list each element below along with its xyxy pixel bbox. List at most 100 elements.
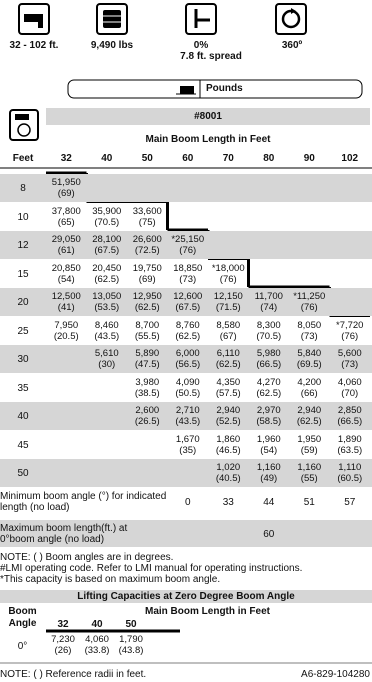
boom-angle: (63.5) <box>337 444 363 456</box>
boom-angle: (38.5) <box>134 387 160 399</box>
capacity: 1,890 <box>337 433 362 445</box>
boom-angle: (76) <box>300 302 318 313</box>
capacity-cell: 8,300 (70.5) <box>249 320 290 342</box>
crane-rotation-icon <box>9 109 39 141</box>
note: NOTE: ( ) Boom angles are in degrees. <box>0 552 174 563</box>
capacity-cell: 8,760 (62.5) <box>168 320 209 342</box>
radius-label: 30 <box>17 354 29 365</box>
boom-angle: (66.5) <box>256 359 282 370</box>
capacity: 4,200 <box>297 376 322 388</box>
column-header: 32 <box>60 153 72 164</box>
capacity-cell: 12,150 (71.5) <box>208 291 249 313</box>
capacity: *25,150 <box>171 234 205 245</box>
boom-angle: (72.5) <box>134 245 160 256</box>
zero-capacity-cell: 1,790 (43.8) <box>114 634 148 656</box>
boom-angle: (67) <box>219 330 237 342</box>
capacity: 4,060 <box>337 376 362 388</box>
capacity: 6,000 <box>175 348 200 359</box>
boom-angle: (73) <box>341 359 359 370</box>
boom-angle: (62.5) <box>256 387 282 399</box>
boom-angle: (40.5) <box>215 473 241 484</box>
capacity: 8,300 <box>256 319 281 331</box>
column-header: 102 <box>341 153 359 164</box>
capacity-cell: 29,050 (61) <box>46 234 87 256</box>
capacity: 20,450 <box>92 262 122 274</box>
boom-angle: (67.5) <box>94 245 120 256</box>
capacity-cell: 2,940 (52.5) <box>208 405 249 427</box>
boom-angle: (66) <box>300 387 318 399</box>
zero-angle-bar <box>0 590 372 603</box>
zero-row-header: Angle <box>8 618 37 629</box>
max-length-value: 60 <box>263 528 275 540</box>
boom-angle: (54) <box>260 444 278 456</box>
column-header: 90 <box>303 153 315 164</box>
capacity: *11,250 <box>293 291 326 302</box>
boom-angle: (59) <box>300 444 318 456</box>
boom-angle: (57.5) <box>215 387 241 399</box>
spec-label: 32 - 102 ft. <box>9 40 59 51</box>
column-header: 60 <box>182 153 194 164</box>
capacity: 13,050 <box>92 291 122 302</box>
capacity: 4,090 <box>175 376 200 388</box>
zero-capacity-cell: 7,230 (26) <box>46 634 80 656</box>
capacity-cell: 8,700 (55.5) <box>127 320 168 342</box>
capacity: 11,700 <box>254 291 283 302</box>
capacity-cell: 1,110 (60.5) <box>330 462 371 484</box>
capacity-cell: 5,840 (69.5) <box>289 348 330 370</box>
capacity-cell: 8,580 (67) <box>208 320 249 342</box>
capacity: 1,020 <box>216 462 241 473</box>
capacity-cell: 20,850 (54) <box>46 263 87 285</box>
row-shade <box>0 402 372 430</box>
boom-angle: (76) <box>219 273 237 285</box>
boom-angle: (50.5) <box>175 387 201 399</box>
capacity: 1,860 <box>216 433 241 445</box>
capacity: *7,720 <box>336 319 364 331</box>
capacity: 1,790 <box>119 634 143 645</box>
row-shade <box>0 459 372 487</box>
boom-angle: (65) <box>57 216 75 228</box>
radius-label: 45 <box>17 439 29 451</box>
capacity-cell: 7,950 (20.5) <box>46 320 87 342</box>
boom-angle: (49) <box>260 473 278 484</box>
capacity-cell: 1,960 (54) <box>249 434 290 456</box>
capacity-cell: *25,150 (76) <box>168 234 209 256</box>
radius-label: 50 <box>17 468 29 479</box>
radius-label: 40 <box>17 411 29 422</box>
capacity-cell: *18,000 (76) <box>208 263 249 285</box>
spec-sub: 7.8 ft. spread <box>180 51 242 62</box>
capacity: 28,100 <box>92 234 122 245</box>
boom-angle: (43.5) <box>94 330 120 342</box>
capacity: 8,700 <box>135 319 160 331</box>
capacity: 5,890 <box>135 348 160 359</box>
capacity: 1,160 <box>297 462 322 473</box>
capacity-cell: 2,940 (62.5) <box>289 405 330 427</box>
min-angle-value: 57 <box>344 496 356 508</box>
boom-angle: (35) <box>179 444 197 456</box>
rotation-icon <box>275 3 307 35</box>
capacity-cell: 4,270 (62.5) <box>249 377 290 399</box>
boom-angle: (62.5) <box>94 273 120 285</box>
zero-column-header: 32 <box>57 619 69 630</box>
min-angle-value: 51 <box>303 496 315 508</box>
radius-label: 12 <box>17 240 29 251</box>
capacity-cell: 8,460 (43.5) <box>87 320 128 342</box>
capacity-cell: 8,050 (73) <box>289 320 330 342</box>
min-angle-value: 44 <box>263 496 275 508</box>
capacity: 1,160 <box>256 462 281 473</box>
outrigger-icon <box>185 3 217 35</box>
boom-angle: (30) <box>98 359 116 370</box>
capacity: 33,600 <box>132 205 162 217</box>
capacity-cell: 1,160 (55) <box>289 462 330 484</box>
capacity-cell: 13,050 (53.5) <box>87 291 128 313</box>
capacity-cell: 2,970 (58.5) <box>249 405 290 427</box>
capacity-cell: 20,450 (62.5) <box>87 263 128 285</box>
boom-angle: (41) <box>57 302 75 313</box>
capacity-cell: 6,110 (62.5) <box>208 348 249 370</box>
boom-angle: (67.5) <box>175 302 201 313</box>
capacity: 1,950 <box>297 433 322 445</box>
min-angle-label: Minimum boom angle (°) for indicated len… <box>0 490 167 513</box>
capacity-cell: 4,350 (57.5) <box>208 377 249 399</box>
footer-note: NOTE: ( ) Reference radii in feet. <box>0 669 147 680</box>
radius-label: 15 <box>17 268 29 280</box>
